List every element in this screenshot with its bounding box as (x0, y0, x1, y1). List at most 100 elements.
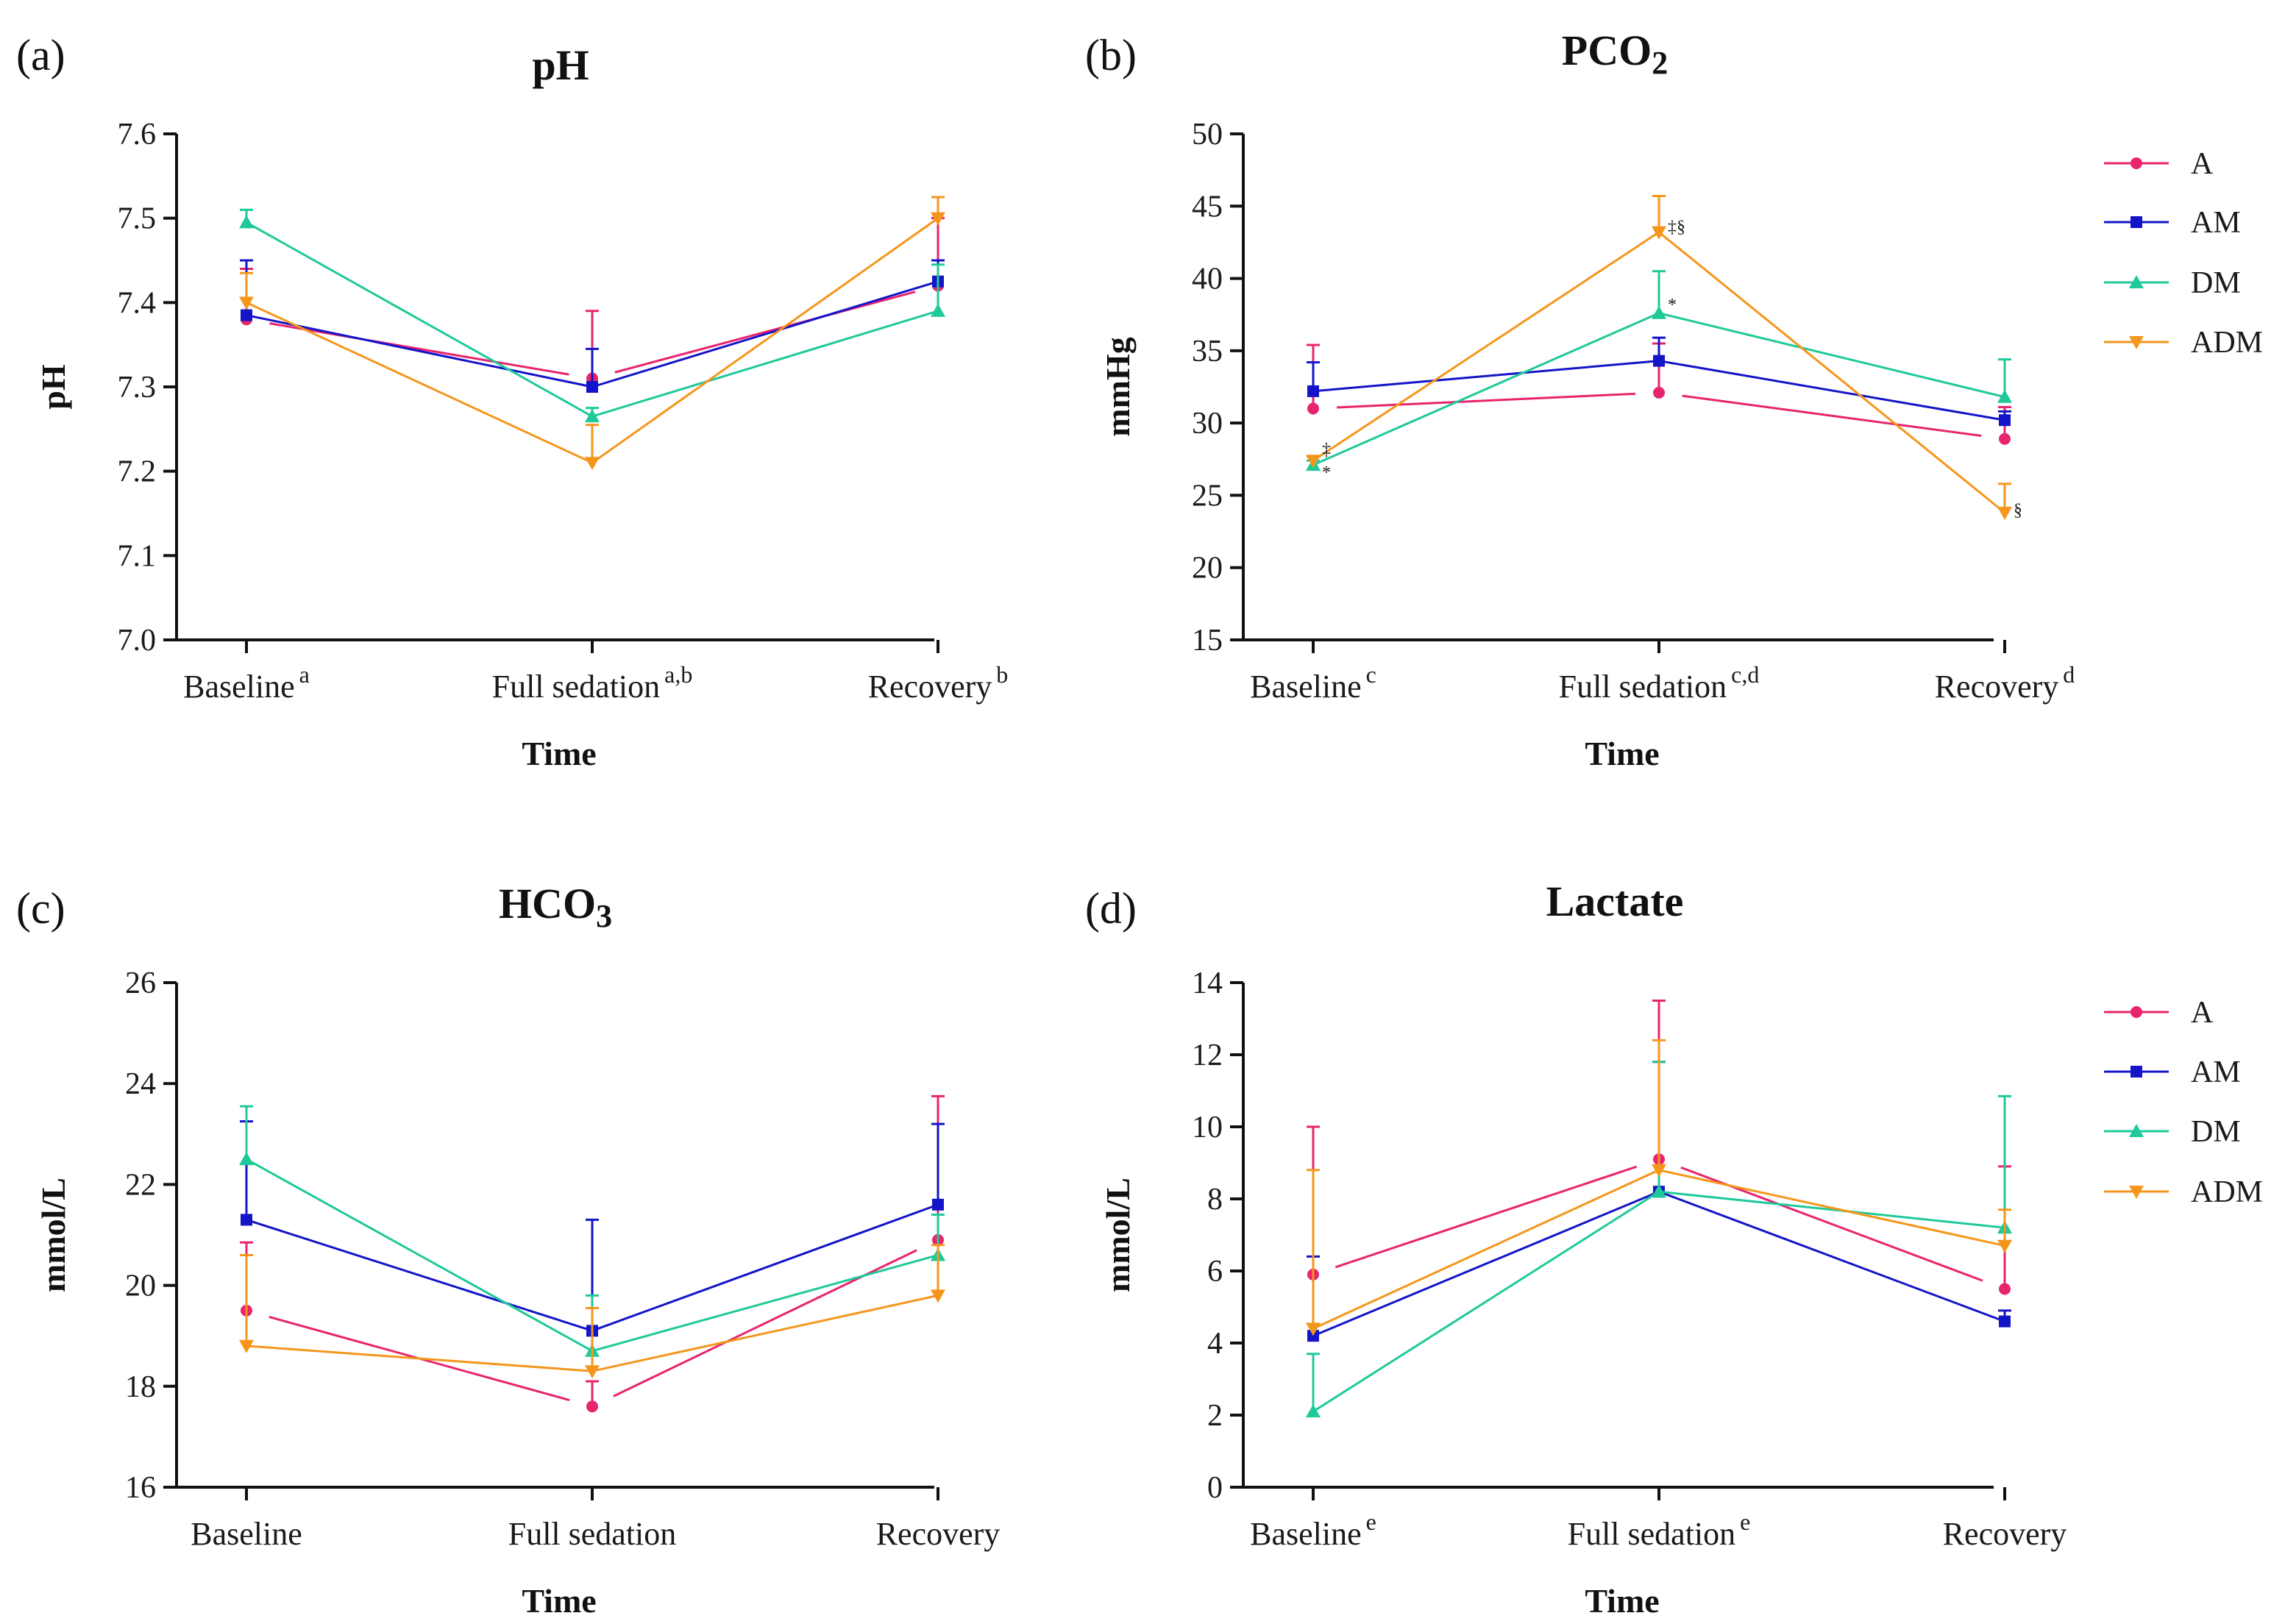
series-AM (1307, 336, 2011, 427)
x-tick-label: Baseline e (1250, 1509, 1376, 1552)
series-line-DM (246, 1158, 593, 1353)
x-tick-label: Recovery (876, 1516, 1001, 1552)
chart-panel: (a) pH pH 7.0 7.1 7.2 7.3 7.4 7.5 7.6 Baseline a Ful… (16, 31, 1008, 772)
series-line-A (1336, 392, 1636, 409)
marker-A (2131, 1006, 2142, 1018)
series-line-DM (1312, 1190, 1660, 1413)
y-tick-label: 0 (1207, 1471, 1223, 1505)
legend-item-AM: AM (2104, 1055, 2241, 1089)
legend-label: AM (2191, 1055, 2241, 1089)
x-tick-label-superscript: a,b (664, 661, 692, 688)
marker-ADM (1997, 507, 2012, 521)
marker-A (1999, 432, 2011, 445)
marker-A (586, 1400, 598, 1413)
marker-ADM (2129, 1186, 2144, 1199)
y-tick-label: 10 (1192, 1111, 1223, 1144)
x-tick-label-text: Recovery (1935, 669, 2059, 705)
x-tick-label-text: Recovery (1943, 1516, 2067, 1552)
x-axis-title: Time (1585, 735, 1659, 772)
marker-AM (2131, 216, 2142, 228)
series-AM (240, 259, 945, 393)
x-tick-label-superscript: a (299, 661, 310, 688)
marker-A (1999, 1283, 2011, 1295)
chart-title: Lactate (1546, 877, 1684, 925)
chart-title-main: HCO (499, 880, 596, 927)
x-tick-label: Baseline a (183, 661, 310, 705)
marker-DM (239, 1152, 254, 1166)
marker-AM (241, 1214, 252, 1226)
x-axis-title: Time (522, 735, 596, 772)
y-tick-label: 7.6 (118, 118, 157, 152)
chart-title: PCO2 (1562, 26, 1668, 81)
x-tick-label: Baseline c (1250, 661, 1376, 705)
y-tick-label: 25 (1192, 479, 1223, 513)
legend-label: DM (2191, 266, 2241, 300)
marker-AM (1999, 414, 2011, 427)
panel-label: (c) (16, 884, 65, 933)
series-line-DM (1312, 312, 1660, 466)
series-line-ADM (1312, 231, 1660, 462)
x-tick-label: Recovery d (1935, 661, 2075, 705)
marker-ADM (585, 457, 600, 471)
y-tick-label: 35 (1192, 335, 1223, 368)
series-line-DM (1658, 1190, 2005, 1229)
legend-item-AM: AM (2104, 206, 2241, 240)
marker-AM (1653, 355, 1665, 367)
series-line-ADM (1658, 231, 2005, 514)
chart-title-subscript: 3 (596, 898, 612, 934)
y-axis-title: mmol/L (1099, 1178, 1137, 1292)
x-axis-title: Time (522, 1582, 596, 1620)
marker-DM (1306, 1404, 1321, 1418)
marker-ADM (2129, 336, 2144, 349)
series-line-A (1335, 1165, 1638, 1269)
legend: A AM DM ADM (2104, 147, 2263, 360)
marker-ADM (1997, 1239, 2012, 1253)
legend-item-ADM: ADM (2104, 326, 2263, 360)
marker-AM (2131, 1066, 2142, 1078)
y-tick-label: 15 (1192, 624, 1223, 658)
legend-label: ADM (2191, 326, 2263, 360)
series-line-AM (1658, 1190, 2005, 1323)
marker-ADM (1652, 226, 1666, 240)
marker-ADM (931, 1289, 945, 1303)
x-tick-label: Full sedation (508, 1516, 677, 1552)
y-tick-label: 12 (1192, 1039, 1223, 1072)
panel-label: (a) (16, 31, 65, 79)
legend-item-A: A (2104, 147, 2214, 181)
marker-AM (241, 309, 252, 321)
y-tick-label: 50 (1192, 118, 1223, 152)
series-line-A (269, 322, 569, 376)
marker-AM (932, 1198, 944, 1211)
y-tick-label: 7.0 (118, 624, 157, 658)
chart-title: HCO3 (499, 880, 612, 934)
series-line-ADM (591, 1294, 939, 1372)
x-tick-label-text: Recovery (876, 1516, 1001, 1552)
chart-title-main: PCO (1562, 26, 1652, 74)
marker-AM (1307, 385, 1319, 397)
y-tick-label: 45 (1192, 190, 1223, 224)
y-tick-label: 14 (1192, 966, 1223, 1000)
marker-DM (1652, 305, 1666, 319)
legend-item-DM: DM (2104, 266, 2241, 300)
legend: A AM DM ADM (2104, 996, 2263, 1209)
marker-DM (2129, 275, 2144, 288)
y-tick-label: 4 (1207, 1327, 1223, 1361)
series-line-DM (1658, 312, 2005, 399)
chart-panel: (c) HCO3 mmol/L 16 18 20 22 24 26 Baseline Full se… (16, 880, 1000, 1620)
legend-label: AM (2191, 206, 2241, 240)
marker-ADM (1652, 1164, 1666, 1178)
series-line-AM (1312, 1190, 1660, 1337)
chart-title: pH (532, 41, 589, 89)
x-tick-label: Full sedation c,d (1559, 661, 1760, 705)
marker-ADM (585, 1365, 600, 1379)
y-axis-title: mmHg (1099, 337, 1137, 436)
legend-label: ADM (2191, 1175, 2263, 1209)
y-tick-label: 8 (1207, 1183, 1223, 1217)
series-line-AM (1658, 360, 2005, 421)
series-ADM (239, 1244, 945, 1379)
series-line-AM (591, 1203, 939, 1332)
y-tick-label: 40 (1192, 263, 1223, 296)
legend-label: A (2191, 996, 2214, 1030)
y-tick-label: 16 (125, 1471, 156, 1505)
